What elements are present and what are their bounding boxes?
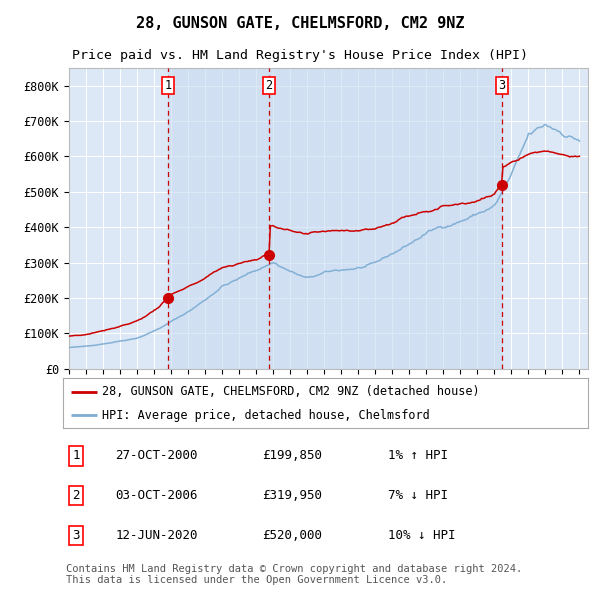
Text: £199,850: £199,850	[263, 450, 323, 463]
Text: 1: 1	[73, 450, 80, 463]
Text: 03-OCT-2006: 03-OCT-2006	[115, 489, 198, 502]
Text: 1% ↑ HPI: 1% ↑ HPI	[389, 450, 449, 463]
Text: 10% ↓ HPI: 10% ↓ HPI	[389, 529, 456, 542]
Text: 2: 2	[265, 79, 272, 92]
Text: 7% ↓ HPI: 7% ↓ HPI	[389, 489, 449, 502]
Text: £319,950: £319,950	[263, 489, 323, 502]
Text: HPI: Average price, detached house, Chelmsford: HPI: Average price, detached house, Chel…	[103, 409, 430, 422]
Text: 2: 2	[73, 489, 80, 502]
Text: Price paid vs. HM Land Registry's House Price Index (HPI): Price paid vs. HM Land Registry's House …	[72, 49, 528, 62]
Text: Contains HM Land Registry data © Crown copyright and database right 2024.
This d: Contains HM Land Registry data © Crown c…	[66, 563, 522, 585]
Text: £520,000: £520,000	[263, 529, 323, 542]
Text: 27-OCT-2000: 27-OCT-2000	[115, 450, 198, 463]
Text: 12-JUN-2020: 12-JUN-2020	[115, 529, 198, 542]
Bar	[269, 68, 502, 369]
Text: 3: 3	[73, 529, 80, 542]
Text: 28, GUNSON GATE, CHELMSFORD, CM2 9NZ: 28, GUNSON GATE, CHELMSFORD, CM2 9NZ	[136, 17, 464, 31]
Text: 1: 1	[164, 79, 172, 92]
Bar	[168, 68, 269, 369]
Text: 3: 3	[499, 79, 506, 92]
Text: 28, GUNSON GATE, CHELMSFORD, CM2 9NZ (detached house): 28, GUNSON GATE, CHELMSFORD, CM2 9NZ (de…	[103, 385, 480, 398]
